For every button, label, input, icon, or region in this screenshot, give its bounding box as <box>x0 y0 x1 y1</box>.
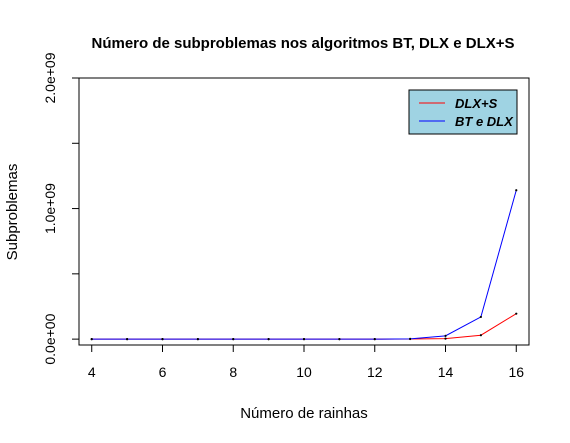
data-point <box>373 338 376 341</box>
x-tick-label: 10 <box>296 364 312 380</box>
y-tick-label: 1.0e+09 <box>42 183 58 234</box>
data-point <box>267 338 270 341</box>
data-point <box>409 337 412 340</box>
data-point <box>338 338 341 341</box>
data-point <box>444 334 447 337</box>
y-axis-label: Subproblemas <box>4 164 21 261</box>
data-point <box>479 315 482 319</box>
data-point <box>302 338 306 341</box>
data-point <box>515 312 518 315</box>
x-tick-label: 4 <box>88 364 96 380</box>
data-point <box>444 337 447 340</box>
x-tick-label: 6 <box>159 364 167 380</box>
data-point <box>479 334 482 337</box>
y-tick-label: 2.0e+09 <box>42 52 58 103</box>
data-point <box>515 189 518 192</box>
series-layer <box>90 189 518 341</box>
legend-box <box>408 89 518 135</box>
data-point <box>161 338 164 341</box>
y-tick-label: 0.0e+00 <box>42 313 58 364</box>
legend-entry: BT e DLX <box>455 114 514 129</box>
x-tick-label: 16 <box>508 364 524 380</box>
x-axis: 4 6 8 10 12 14 16 <box>88 344 524 380</box>
data-point <box>196 338 199 341</box>
x-axis-label: Número de rainhas <box>240 405 368 422</box>
chart-title: Número de subproblemas nos algoritmos BT… <box>92 35 515 52</box>
series-line <box>91 313 517 340</box>
x-tick-label: 12 <box>367 364 383 380</box>
x-tick-label: 14 <box>438 364 454 380</box>
data-point <box>232 338 235 341</box>
data-point <box>126 338 129 341</box>
legend-entry: DLX+S <box>455 96 498 111</box>
y-axis: 0.0e+00 1.0e+09 2.0e+09 <box>42 52 80 365</box>
legend: DLX+S BT e DLX <box>408 89 518 135</box>
x-tick-label: 8 <box>229 364 237 380</box>
series-line <box>91 190 517 340</box>
data-point <box>90 338 93 341</box>
